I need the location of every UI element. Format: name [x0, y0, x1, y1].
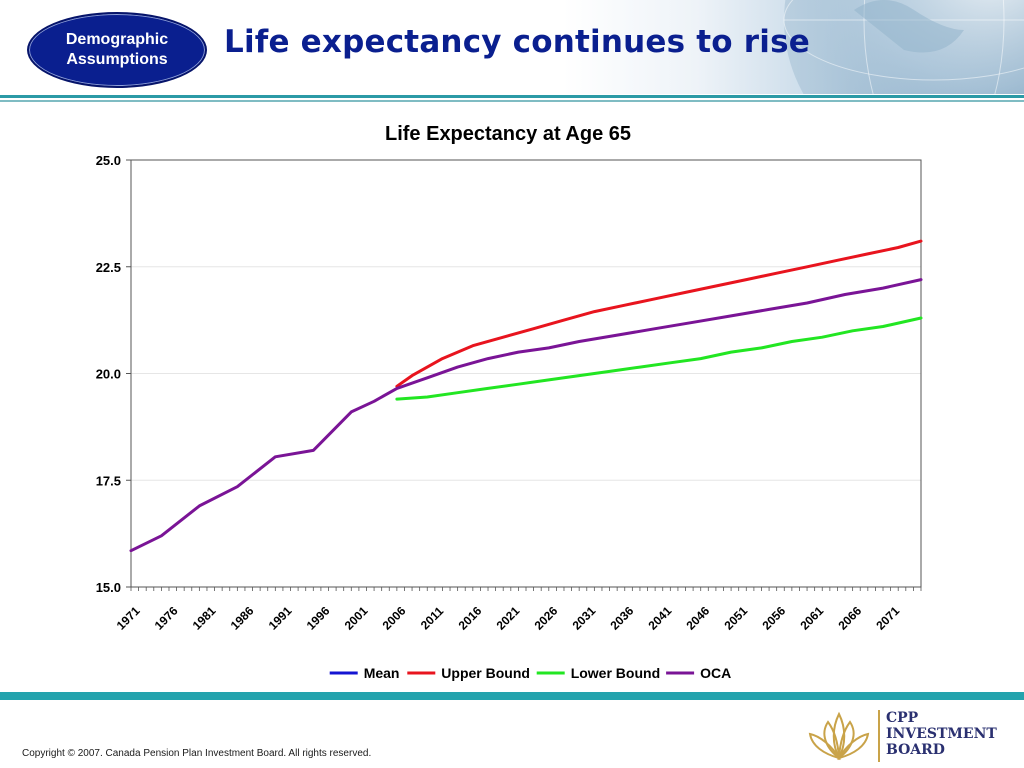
- series-line-upper-bound: [395, 239, 923, 388]
- chart-title: Life Expectancy at Age 65: [385, 123, 631, 145]
- section-badge: Demographic Assumptions: [27, 12, 207, 88]
- logo-wordmark: CPP INVESTMENT BOARD: [886, 710, 997, 758]
- cpp-logo: CPP INVESTMENT BOARD: [806, 708, 1016, 764]
- logo-line2: INVESTMENT: [886, 726, 997, 742]
- x-tick-label: 2026: [532, 604, 561, 633]
- x-tick-label: 2061: [797, 604, 826, 633]
- y-tick-label: 17.5: [96, 473, 121, 488]
- section-badge-line2: Assumptions: [66, 51, 168, 68]
- legend-label-mean: Mean: [364, 665, 400, 681]
- legend-label-upper-bound: Upper Bound: [441, 665, 530, 681]
- series-line-oca: [129, 278, 923, 553]
- y-tick-label: 15.0: [96, 580, 121, 595]
- x-tick-label: 2011: [418, 604, 447, 633]
- series-line-lower-bound: [395, 316, 923, 401]
- x-tick-label: 2066: [835, 604, 864, 633]
- x-tick-label: 2051: [721, 604, 750, 633]
- footer-rule: [0, 692, 1024, 700]
- slide-header: Demographic Assumptions Life expectancy …: [0, 0, 1024, 102]
- section-badge-line1: Demographic: [65, 31, 169, 48]
- y-tick-label: 22.5: [96, 260, 121, 275]
- logo-line1: CPP: [886, 710, 919, 726]
- x-tick-label: 2046: [683, 604, 712, 633]
- cpp-logo-mark-icon: [808, 711, 870, 761]
- life-expectancy-chart: Life Expectancy at Age 65 15.0 17.5 20.0 22…: [96, 123, 923, 681]
- x-tick-label: 2006: [380, 604, 409, 633]
- slide-title: Life expectancy continues to rise: [224, 24, 810, 60]
- globe-icon: [783, 0, 1024, 94]
- x-tick-label: 2056: [759, 604, 788, 633]
- x-tick-label: 2016: [456, 604, 485, 633]
- x-tick-label: 1991: [266, 604, 295, 633]
- x-tick-label: 2031: [570, 604, 599, 633]
- x-tick-label: 2041: [646, 604, 675, 633]
- legend-label-lower-bound: Lower Bound: [571, 665, 660, 681]
- x-tick-label: 1986: [228, 604, 257, 633]
- x-tick-label: 1996: [304, 604, 333, 633]
- logo-divider: [878, 710, 880, 762]
- x-tick-label: 2036: [608, 604, 637, 633]
- x-tick-label: 1981: [190, 604, 219, 633]
- legend-label-oca: OCA: [700, 665, 731, 681]
- chart-legend: Mean Upper Bound Lower Bound OCA: [329, 665, 731, 681]
- logo-line3: BOARD: [886, 742, 945, 758]
- header-rule: [0, 95, 1024, 98]
- x-tick-label: 2021: [494, 604, 523, 633]
- x-tick-label: 1971: [114, 604, 143, 633]
- x-tick-label: 2001: [342, 604, 371, 633]
- x-tick-label: 1976: [152, 604, 181, 633]
- y-tick-label: 25.0: [96, 153, 121, 168]
- copyright-text: Copyright © 2007. Canada Pension Plan In…: [22, 748, 372, 759]
- y-tick-label: 20.0: [96, 367, 121, 382]
- x-tick-label: 2071: [873, 604, 902, 633]
- header-rule-thin: [0, 100, 1024, 102]
